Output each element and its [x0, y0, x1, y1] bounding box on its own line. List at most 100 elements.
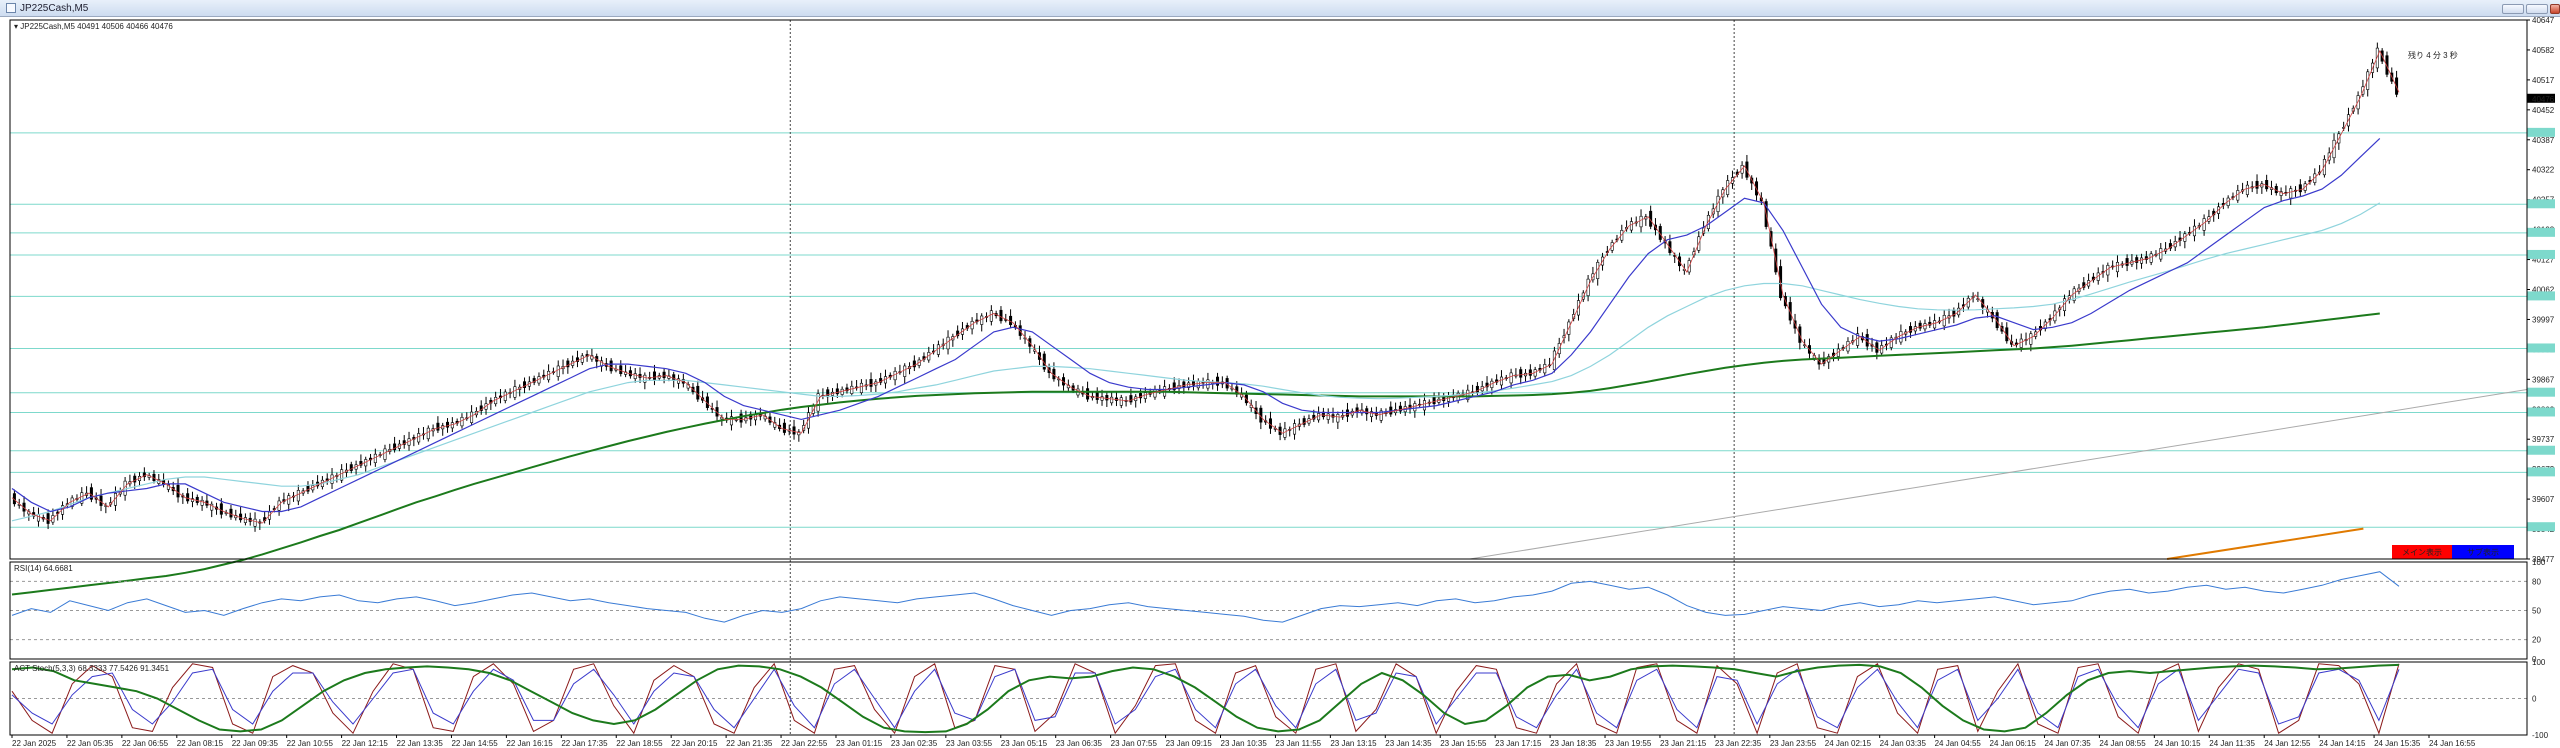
price-panel-frame [9, 19, 2528, 560]
time-tick-label: 24 Jan 06:15 [1990, 739, 2037, 748]
candle-body [1466, 389, 1470, 400]
candle-body [287, 495, 291, 505]
candle-body [2072, 288, 2076, 301]
price-tick-label: 40322 [2532, 166, 2555, 175]
candle-body [575, 357, 579, 362]
candle-body [523, 381, 527, 388]
price-tick-label: 40647 [2532, 17, 2555, 25]
time-tick-label: 23 Jan 17:15 [1495, 739, 1542, 748]
candle-body [2298, 184, 2302, 193]
candle-body [2265, 180, 2269, 190]
candle-body [912, 360, 916, 368]
candle-body [1918, 322, 1922, 329]
time-tick-label: 23 Jan 23:55 [1770, 739, 1817, 748]
candle-body [2395, 77, 2399, 95]
candle-body [2115, 262, 2119, 273]
time-tick-label: 23 Jan 15:55 [1440, 739, 1487, 748]
candle-body [2140, 257, 2144, 264]
minimize-icon[interactable] [2502, 4, 2524, 14]
candle-body [2019, 338, 2023, 348]
rsi-panel: 100 80 50 20 0 RSI(14) 64.6681 [10, 558, 2546, 664]
candles [12, 42, 2399, 532]
candle-body [643, 374, 647, 383]
candle-body [446, 421, 450, 428]
stoch-tick-label: 0 [2532, 695, 2537, 704]
close-price-line [11, 49, 2400, 524]
candle-body [133, 475, 137, 483]
sub-view-button-bg [2452, 545, 2514, 559]
price-tick-label: 40127 [2532, 256, 2555, 265]
time-tick-label: 22 Jan 06:55 [122, 739, 169, 748]
candle-body [210, 503, 214, 511]
candle-body [1196, 380, 1200, 389]
candle-body [470, 411, 474, 423]
sub-view-button[interactable]: サブ表示 [2452, 545, 2514, 559]
price-tick-label: 40387 [2532, 136, 2555, 145]
candle-body [1528, 369, 1532, 376]
candle-body [1018, 325, 1022, 336]
candle-body [609, 360, 613, 372]
candle-body [1928, 321, 1932, 326]
chart-area[interactable]: 4064740582405174045240387403224025740192… [0, 17, 2560, 748]
ma-green-line [11, 312, 2380, 596]
maximize-icon[interactable] [2526, 4, 2548, 14]
candle-body [782, 422, 786, 433]
time-tick-label: 23 Jan 10:35 [1221, 739, 1268, 748]
candle-body [2332, 139, 2336, 159]
price-tick-label: 40062 [2532, 286, 2555, 295]
level-price-tag [2527, 343, 2555, 353]
candle-body [869, 379, 873, 387]
time-tick-label: 22 Jan 13:35 [397, 739, 444, 748]
candle-body [773, 422, 777, 428]
candle-body [903, 365, 907, 377]
price-tick-label: 40517 [2532, 76, 2555, 85]
ma-blue-line [11, 137, 2381, 513]
candle-body [436, 422, 440, 431]
candle-body [729, 416, 733, 426]
candle-body [142, 472, 146, 478]
candle-body [1499, 376, 1503, 386]
candle-body [2135, 257, 2139, 263]
candle-body [1716, 195, 1720, 212]
candle-body [479, 405, 483, 411]
candle-body [219, 503, 223, 515]
candle-body [754, 414, 758, 421]
candle-body [1293, 423, 1297, 435]
time-tick-label: 24 Jan 02:15 [1825, 739, 1872, 748]
time-tick-label: 24 Jan 04:55 [1935, 739, 1982, 748]
candle-body [619, 365, 623, 374]
time-tick-label: 24 Jan 03:35 [1880, 739, 1927, 748]
candle-body [1909, 326, 1913, 333]
candle-body [1408, 404, 1412, 409]
time-tick-label: 23 Jan 06:35 [1056, 739, 1103, 748]
candle-body [253, 518, 257, 527]
time-tick-label: 24 Jan 11:35 [2209, 739, 2255, 748]
rsi-tick-label: 80 [2532, 577, 2541, 586]
candle-body [845, 387, 849, 392]
price-tick-label: 40452 [2532, 106, 2555, 115]
level-price-tag [2527, 387, 2555, 397]
candle-body [662, 371, 666, 379]
time-tick-label: 23 Jan 13:15 [1330, 739, 1377, 748]
candle-body [1745, 161, 1749, 178]
candle-body [633, 373, 637, 379]
main-view-button[interactable]: メイン表示 [2392, 545, 2452, 559]
candle-body [1413, 403, 1417, 412]
close-icon[interactable] [2550, 4, 2560, 14]
candle-body [2149, 253, 2153, 263]
candle-body [739, 413, 743, 423]
candle-body [1172, 382, 1176, 391]
current-price-label: 40476 [2532, 95, 2555, 104]
candle-body [1639, 215, 1643, 228]
candle-body [460, 417, 464, 427]
candle-body [330, 474, 334, 484]
candle-body [2385, 55, 2389, 75]
candle-body [1110, 396, 1114, 404]
stoch-series-line [11, 662, 2400, 735]
candle-body [1586, 278, 1590, 297]
time-tick-label: 22 Jan 20:15 [671, 739, 718, 748]
candle-body [166, 484, 170, 490]
candle-body [176, 484, 180, 498]
rsi-panel-frame [9, 561, 2528, 660]
time-tick-label: 22 Jan 12:15 [342, 739, 389, 748]
